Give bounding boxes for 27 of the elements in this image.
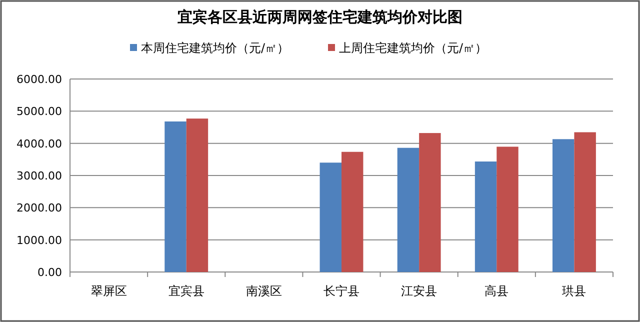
y-tick-label: 0.00: [38, 266, 62, 279]
y-tick-label: 6000.00: [16, 73, 62, 86]
bar: [419, 133, 441, 272]
legend-label: 本周住宅建筑均价（元/㎡）: [141, 41, 290, 55]
bar: [574, 132, 596, 272]
y-tick-label: 4000.00: [16, 137, 62, 150]
x-tick-label: 长宁县: [324, 284, 360, 298]
bar: [342, 152, 364, 272]
legend-label: 上周住宅建筑均价（元/㎡）: [339, 41, 488, 55]
bar: [320, 162, 342, 272]
bar: [552, 139, 574, 272]
y-tick-label: 3000.00: [16, 170, 62, 182]
x-tick-label: 宜宾县: [168, 284, 204, 298]
bar: [186, 118, 208, 272]
bar: [397, 148, 420, 272]
x-tick-label: 江安县: [401, 284, 438, 298]
bar: [474, 162, 497, 272]
x-tick-label: 翠屏区: [90, 284, 127, 298]
bar: [164, 121, 186, 272]
y-tick-label: 1000.00: [16, 234, 62, 247]
chart-title: 宜宾各区县近两周网签住宅建筑均价对比图: [178, 8, 462, 26]
y-tick-label: 5000.00: [16, 105, 62, 118]
bar: [496, 146, 518, 272]
x-tick-label: 高县: [484, 284, 509, 298]
x-tick-label: 珙县: [562, 284, 586, 298]
y-tick-label: 2000.00: [16, 202, 62, 215]
x-tick-label: 南溪区: [246, 284, 282, 298]
